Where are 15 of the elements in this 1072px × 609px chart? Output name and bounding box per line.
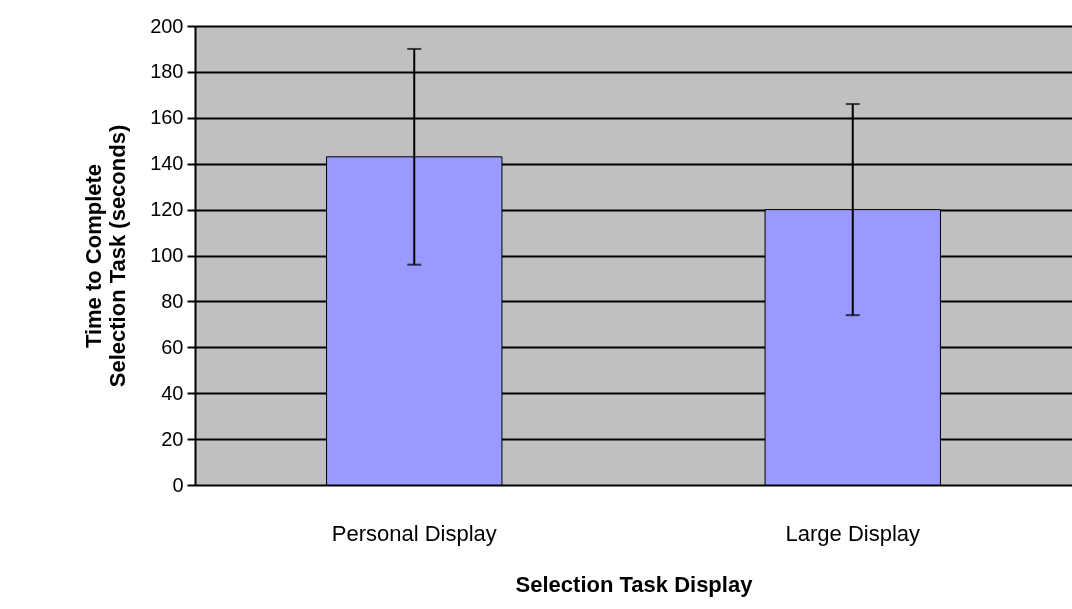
y-tick-label: 80 xyxy=(161,289,184,312)
y-tick-label: 140 xyxy=(150,152,184,175)
y-tick-label: 120 xyxy=(150,198,184,221)
y-tick-label: 160 xyxy=(150,106,184,129)
x-axis-title: Selection Task Display xyxy=(515,571,754,597)
x-tick-label: Personal Display xyxy=(331,520,497,546)
y-tick-label: 200 xyxy=(150,14,184,37)
y-tick-label: 20 xyxy=(161,427,184,450)
y-tick-label: 100 xyxy=(150,244,184,266)
x-tick-label: Large Display xyxy=(785,520,921,546)
y-tick-label: 180 xyxy=(150,60,184,83)
y-tick-label: 40 xyxy=(161,381,184,404)
y-axis-title: Time to Complete Selection Task (seconds) xyxy=(81,124,131,388)
y-tick-label: 60 xyxy=(161,335,184,358)
y-tick-label: 0 xyxy=(172,473,184,496)
